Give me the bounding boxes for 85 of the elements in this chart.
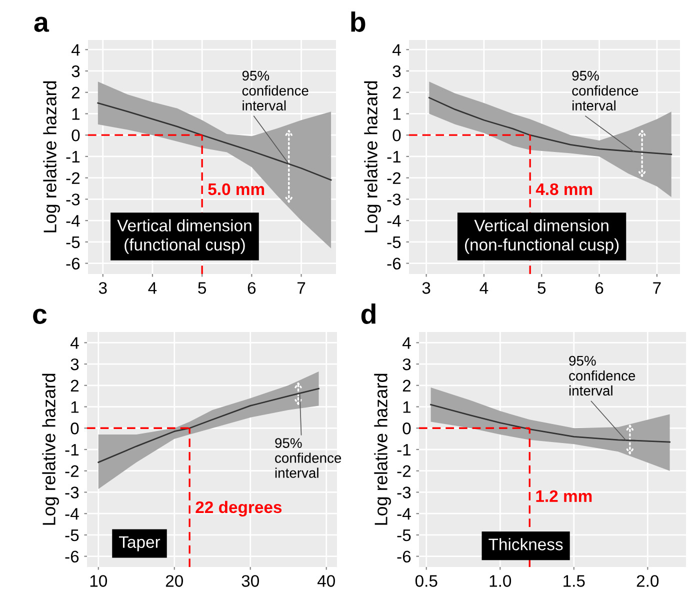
ref-line-label: 22 degrees <box>196 500 282 516</box>
y-tick-label: 2 <box>70 380 79 392</box>
annotation: Taper <box>119 536 160 552</box>
x-tick-label: 6 <box>248 282 256 294</box>
x-tick-label: 30 <box>242 575 259 587</box>
y-tick-label: -4 <box>65 508 79 520</box>
y-tick-label: 1 <box>393 108 401 120</box>
x-tick-label: 10 <box>90 575 108 587</box>
y-tick-label: -3 <box>65 486 79 498</box>
y-tick-label: -1 <box>65 444 79 456</box>
y-tick-label: 4 <box>392 44 401 56</box>
line-series <box>430 404 670 443</box>
chart-title: b <box>351 12 366 32</box>
y-tick-label: 3 <box>70 358 79 370</box>
y-tick-label: -6 <box>66 258 80 270</box>
y-axis-title: Log relative hazard <box>374 374 391 525</box>
y-tick-label: -5 <box>65 530 79 542</box>
y-tick-label: -6 <box>397 550 411 563</box>
y-tick-label: 1 <box>72 108 80 120</box>
y-tick-label: -5 <box>397 530 411 542</box>
x-tick-label: 7 <box>298 282 306 294</box>
line-series <box>97 102 332 181</box>
y-tick-label: -6 <box>387 258 401 270</box>
y-tick-label: 0 <box>72 129 80 142</box>
x-tick-label: 4 <box>148 282 157 294</box>
x-tick-label: 5 <box>198 282 206 294</box>
y-tick-label: 0 <box>70 422 79 434</box>
y-tick-label: 3 <box>72 65 80 78</box>
chart-title: d <box>361 304 376 324</box>
y-tick-label: -3 <box>397 486 411 498</box>
y-tick-label: 0 <box>392 129 401 142</box>
y-tick-label: 2 <box>402 380 411 392</box>
y-axis-title: Log relative hazard <box>42 374 59 525</box>
annotation: Vertical dimension (functional cusp) <box>117 219 252 254</box>
line-series <box>428 97 672 156</box>
x-tick-label: 1.0 <box>490 575 512 587</box>
y-tick-label: 2 <box>392 86 401 98</box>
x-tick-label: 6 <box>595 282 604 294</box>
y-tick-label: 0 <box>402 422 411 434</box>
x-tick-label: 0.5 <box>415 575 438 587</box>
ref-line-label: 4.8 mm <box>536 183 592 196</box>
x-tick-label: 2.0 <box>636 575 659 587</box>
y-axis-title: Log relative hazard <box>364 81 381 232</box>
y-tick-label: 1 <box>71 401 79 413</box>
y-tick-label: 4 <box>402 337 411 349</box>
chart-title: a <box>34 16 50 32</box>
y-tick-label: -1 <box>397 444 411 456</box>
annotation: Thickness <box>488 538 563 550</box>
x-tick-label: 3 <box>422 282 430 294</box>
y-tick-label: -3 <box>387 194 401 206</box>
y-tick-label: -5 <box>66 236 80 248</box>
ref-line-label: 1.2 mm <box>536 490 592 502</box>
y-tick-label: -2 <box>387 172 401 184</box>
x-tick-label: 20 <box>166 575 184 587</box>
x-tick-label: 40 <box>317 575 335 587</box>
x-tick-label: 1.5 <box>564 575 585 587</box>
y-tick-label: 3 <box>402 358 411 370</box>
x-tick-label: 3 <box>98 282 107 294</box>
x-tick-label: 5 <box>538 282 546 294</box>
annotation: 95% confidence interval <box>572 70 638 111</box>
y-tick-label: -4 <box>387 215 401 227</box>
annotation: 95% confidence interval <box>242 70 308 111</box>
x-tick-label: 7 <box>653 282 661 294</box>
y-tick-label: -3 <box>66 194 80 206</box>
y-tick-label: 2 <box>72 86 80 98</box>
y-tick-label: -6 <box>65 550 79 563</box>
y-tick-label: -1 <box>387 151 401 163</box>
y-tick-label: -4 <box>66 215 80 227</box>
ref-line-label: 5.0 mm <box>208 183 264 196</box>
chart-title: c <box>33 308 47 324</box>
y-tick-label: 3 <box>392 65 401 78</box>
y-tick-label: 4 <box>71 44 80 56</box>
x-tick-label: 4 <box>480 282 488 294</box>
y-tick-label: 1 <box>403 401 411 413</box>
annotation: Vertical dimension (non-functional cusp) <box>465 219 619 254</box>
y-axis-title: Log relative hazard <box>43 81 60 232</box>
y-tick-label: -4 <box>397 508 411 520</box>
y-tick-label: -1 <box>66 151 80 163</box>
y-tick-label: -2 <box>66 172 80 184</box>
y-tick-label: -2 <box>65 465 79 477</box>
y-tick-label: -5 <box>387 236 401 248</box>
annotation: 95% confidence interval <box>569 356 636 396</box>
y-tick-label: 4 <box>70 337 79 349</box>
annotation: 95% confidence interval <box>275 438 342 478</box>
y-tick-label: -2 <box>397 465 411 477</box>
